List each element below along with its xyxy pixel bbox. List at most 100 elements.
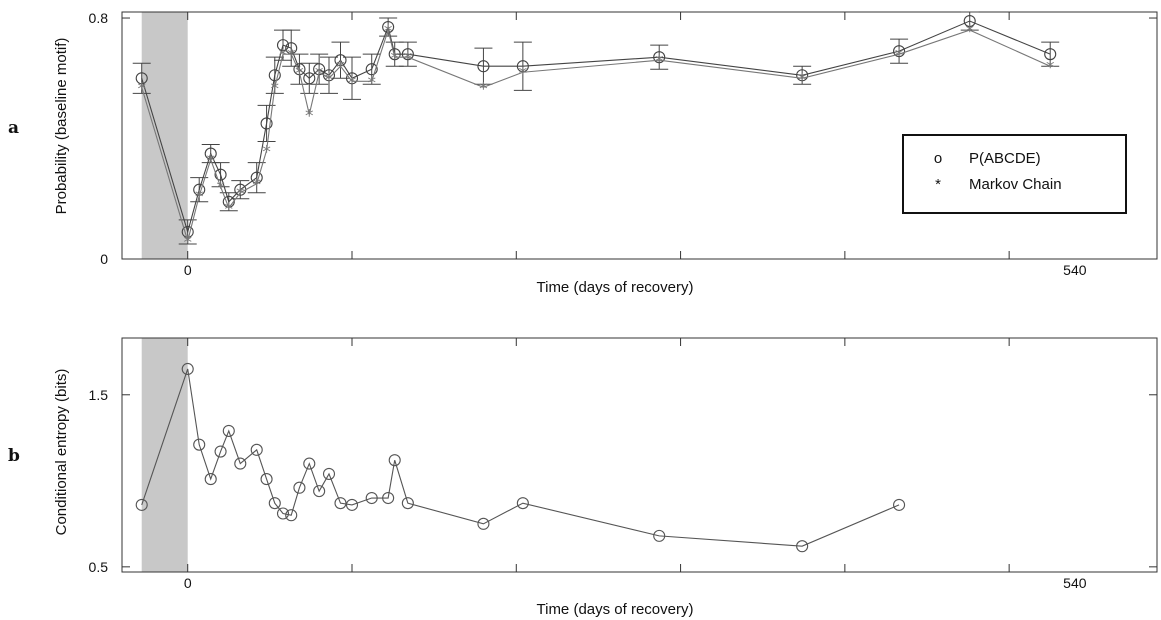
panel-a-point-circle	[276, 39, 290, 52]
panel-a-point-star: *	[390, 49, 399, 69]
panel-a-point-circle	[401, 48, 414, 61]
panel-a-xtick-label: 0	[184, 262, 192, 278]
panel-b-xlabel: Time (days of recovery)	[537, 601, 694, 618]
panel-b-point-circle	[214, 445, 227, 458]
panel-a-point-star: *	[305, 106, 314, 126]
panel-a-point-circle	[135, 72, 148, 85]
panel-a-point-star: *	[479, 79, 488, 99]
panel-a-point-circle	[477, 60, 490, 73]
panel-a-point-star: *	[655, 52, 664, 72]
panel-a-point-circle	[268, 69, 281, 82]
panel-b-point-circle	[260, 473, 273, 486]
panel-a-point-star: *	[367, 73, 376, 93]
panel-b: b Conditional entropy (bits) Time (days …	[8, 337, 1158, 618]
panel-a-point-circle	[293, 63, 306, 76]
panel-a-point-star: *	[404, 49, 413, 69]
panel-a-legend-label: P(ABCDE)	[969, 150, 1041, 167]
panel-a-point-star: *	[195, 188, 204, 208]
panel-a-point-circle	[893, 45, 906, 58]
panel-a-point-star: *	[287, 46, 296, 66]
panel-b-point-circle	[276, 507, 290, 520]
panel-a-legend-label: Markov Chain	[969, 176, 1062, 193]
panel-a-series-markov-line	[141, 28, 1051, 243]
panel-a-point-circle	[345, 72, 359, 85]
panel-a-point-circle	[214, 168, 227, 181]
panel-a: a Probability (baseline motif) Time (day…	[8, 10, 1158, 296]
panel-a-point-star: *	[279, 46, 288, 66]
panel-b-point-circle	[181, 362, 194, 376]
panel-b-xtick-label: 0	[184, 575, 192, 591]
panel-b-point-circle	[796, 540, 809, 553]
panel-a-point-circle	[260, 117, 273, 130]
panel-b-shaded-region	[141, 338, 188, 572]
panel-a-point-star: *	[206, 152, 215, 172]
panel-b-point-circle	[193, 438, 206, 451]
panel-b-ytick-label: 0.5	[89, 559, 109, 575]
panel-a-point-circle	[963, 14, 976, 28]
panel-b-point-circle	[250, 443, 263, 456]
panel-a-ytick-label: 0	[100, 251, 108, 267]
panel-b-ytick-label: 1.5	[89, 387, 109, 403]
panel-a-point-star: *	[236, 185, 245, 205]
panel-a-legend-symbol: *	[935, 176, 941, 193]
panel-b-point-circle	[313, 485, 326, 498]
panel-b-point-circle	[477, 517, 490, 530]
panel-a-point-star: *	[519, 64, 528, 84]
panel-b-point-circle	[401, 497, 414, 510]
panel-a-ylabel: Probability (baseline motif)	[53, 38, 70, 215]
panel-a-point-circle	[181, 225, 194, 238]
panel-a-point-star: *	[384, 22, 393, 42]
panel-b-point-circle	[293, 481, 306, 494]
panel-b-point-circle	[334, 497, 347, 510]
panel-a-point-star: *	[262, 143, 271, 163]
panel-b-point-circle	[285, 509, 298, 522]
panel-b-series-circle-line	[141, 368, 900, 547]
panel-a-point-star: *	[798, 70, 807, 90]
panel-b-point-circle	[382, 491, 395, 505]
panel-a-point-circle	[1044, 48, 1057, 61]
panel-b-point-circle	[653, 529, 666, 542]
panel-b-letter: b	[8, 446, 20, 466]
panel-a-point-circle	[382, 21, 395, 34]
panel-b-point-circle	[135, 498, 148, 511]
panel-a-point-star: *	[348, 73, 357, 93]
panel-a-point-circle	[365, 63, 378, 76]
panel-a-legend-symbol: o	[934, 150, 942, 167]
panel-b-point-circle	[516, 497, 529, 510]
panel-a-point-circle	[303, 72, 316, 85]
panel-b-ylabel: Conditional entropy (bits)	[53, 369, 70, 536]
panel-b-point-circle	[388, 454, 401, 467]
panel-a-point-star: *	[183, 233, 192, 253]
panel-b-point-circle	[322, 467, 336, 480]
panel-a-point-star: *	[895, 46, 904, 66]
panel-a-letter: a	[8, 118, 19, 138]
panel-a-point-circle	[388, 48, 401, 61]
panel-a-ytick-label: 0.8	[89, 10, 109, 26]
panel-a-point-star: *	[225, 200, 234, 220]
panel-b-point-circle	[345, 498, 359, 511]
panel-a-point-circle	[313, 63, 326, 76]
panel-a-xlabel: Time (days of recovery)	[537, 279, 694, 296]
panel-a-point-circle	[796, 69, 809, 82]
panel-b-point-circle	[222, 424, 235, 437]
panel-b-point-circle	[365, 491, 378, 505]
panel-b-frame	[121, 337, 1158, 573]
panel-a-point-star: *	[1046, 58, 1055, 78]
panel-b-point-circle	[204, 473, 217, 486]
panel-a-point-star: *	[252, 176, 261, 196]
panel-b-point-circle	[234, 457, 247, 470]
panel-a-point-circle	[653, 51, 666, 64]
panel-a-legend-box	[902, 134, 1127, 214]
panel-a-point-star: *	[295, 64, 304, 84]
panel-a-point-star: *	[965, 22, 974, 42]
panel-a-shaded-region	[141, 12, 188, 259]
panel-a-frame	[121, 11, 1158, 260]
panel-a-point-star: *	[325, 70, 334, 90]
panel-b-xtick-label: 540	[1063, 575, 1087, 591]
panel-a-xtick-label: 540	[1063, 262, 1087, 278]
panel-a-point-star: *	[216, 179, 225, 199]
panel-a-point-star: *	[315, 64, 324, 84]
panel-b-point-circle	[303, 457, 316, 470]
panel-b-point-circle	[268, 497, 281, 510]
